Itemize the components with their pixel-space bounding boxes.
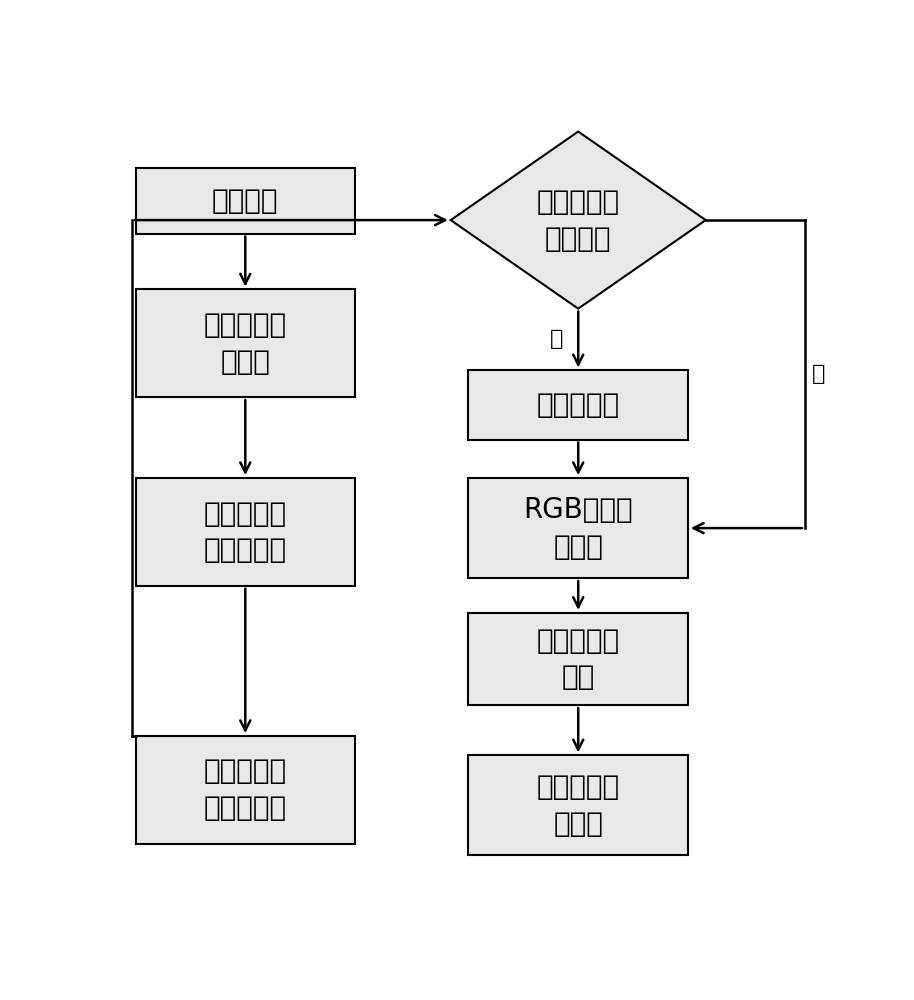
Text: RGB颜色分
量检测: RGB颜色分 量检测 (524, 496, 633, 560)
Text: 标示该区域: 标示该区域 (537, 391, 620, 419)
Bar (135, 736, 355, 844)
Bar (135, 168, 355, 234)
Bar (135, 289, 355, 397)
Text: 感兴趣区域
的拉伸变换: 感兴趣区域 的拉伸变换 (204, 500, 287, 564)
Bar (468, 478, 688, 578)
Bar (468, 613, 688, 705)
Text: 划分饲料检
测区域: 划分饲料检 测区域 (204, 311, 287, 376)
Text: 否: 否 (812, 364, 825, 384)
Text: 监控视频: 监控视频 (212, 187, 279, 215)
Bar (468, 370, 688, 440)
Text: 计算饲料剩
余量: 计算饲料剩 余量 (537, 627, 620, 691)
Text: 判断是否有
牧畜进食: 判断是否有 牧畜进食 (537, 188, 620, 252)
Text: 感兴趣区域
的边缘检测: 感兴趣区域 的边缘检测 (204, 758, 287, 822)
Text: 是: 是 (550, 329, 564, 349)
Polygon shape (451, 132, 706, 309)
Bar (135, 478, 355, 586)
Bar (468, 755, 688, 855)
Text: 显示饲料检
测信息: 显示饲料检 测信息 (537, 773, 620, 838)
